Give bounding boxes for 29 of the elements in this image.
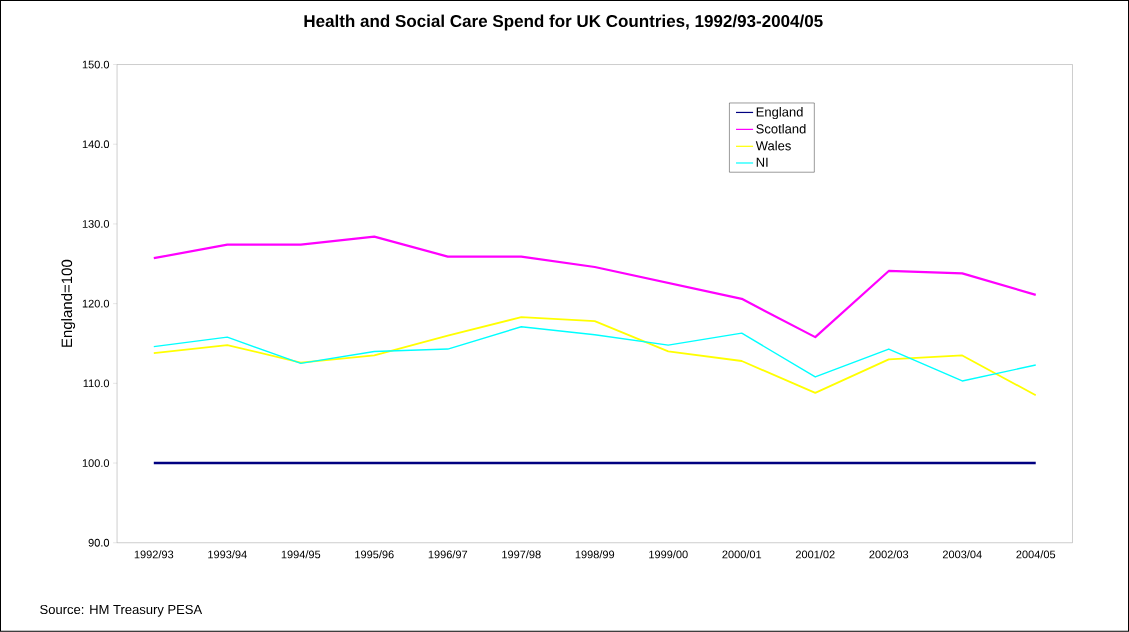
line-series xyxy=(153,326,1037,382)
y-tick-label: 90.0 xyxy=(88,538,110,547)
y-axis-title: England=100 xyxy=(61,259,76,347)
x-tick-label: 2001/02 xyxy=(795,550,835,559)
x-tick-label: 2000/01 xyxy=(722,550,762,559)
legend-label: Scotland xyxy=(756,124,806,134)
x-tick-label: 1999/00 xyxy=(649,550,688,559)
legend-label: England xyxy=(756,107,803,120)
x-tick-label: 2004/05 xyxy=(1016,550,1056,559)
y-tick-label: 130.0 xyxy=(82,220,110,228)
x-tick-label: 1993/94 xyxy=(208,550,247,559)
source-note: Source: HM Treasury PESA xyxy=(40,604,203,617)
chart-title: Health and Social Care Spend for UK Countries, 1992/93-2004/05 xyxy=(304,14,823,31)
x-tick-label: 1996/97 xyxy=(428,550,468,559)
line-series xyxy=(152,316,1037,397)
y-tick-label: 150.0 xyxy=(82,60,110,69)
x-tick-label: 1994/95 xyxy=(281,550,321,559)
x-tick-label: 2002/03 xyxy=(869,550,909,559)
x-tick-label: 1997/98 xyxy=(502,550,541,559)
y-tick-label: 120.0 xyxy=(82,299,110,308)
x-tick-label: 1992/93 xyxy=(134,550,174,559)
legend-label: Wales xyxy=(755,140,791,151)
y-tick-label: 110.0 xyxy=(83,379,110,388)
y-tick-label: 140.0 xyxy=(82,140,110,149)
x-tick-label: 2003/04 xyxy=(942,550,982,559)
y-tick-label: 100.0 xyxy=(82,459,110,468)
x-tick-label: 1998/99 xyxy=(575,550,615,559)
x-tick-label: 1995/96 xyxy=(355,550,394,559)
legend-label: NI xyxy=(756,157,768,167)
